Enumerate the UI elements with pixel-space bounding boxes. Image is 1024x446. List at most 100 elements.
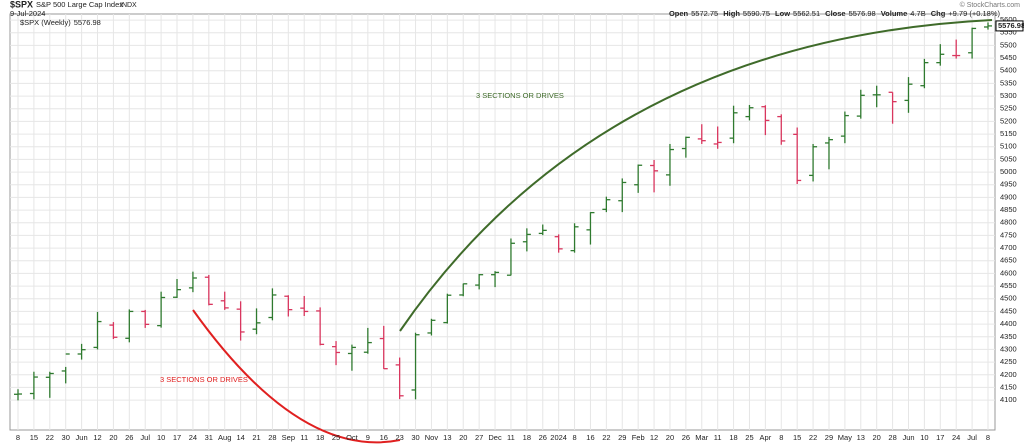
red-curve bbox=[192, 309, 401, 444]
plot-area bbox=[9, 13, 996, 431]
x-tick-label: 20 bbox=[109, 433, 117, 442]
x-tick-label: 24 bbox=[952, 433, 960, 442]
date: 9-Jul-2024 bbox=[10, 9, 45, 18]
x-tick-label: 11 bbox=[300, 433, 308, 442]
x-tick-label: 18 bbox=[316, 433, 324, 442]
x-tick-label: 16 bbox=[586, 433, 594, 442]
annotation: 3 SECTIONS OR DRIVES bbox=[160, 375, 248, 384]
y-tick-label: 5500 bbox=[1000, 40, 1017, 49]
y-tick-label: 4950 bbox=[1000, 180, 1017, 189]
quote-value: 5590.75 bbox=[743, 9, 770, 18]
y-tick-label: 5350 bbox=[1000, 78, 1017, 87]
chart-title: $SPX bbox=[10, 0, 33, 9]
x-tick-label: 20 bbox=[459, 433, 467, 442]
x-tick-label: Mar bbox=[695, 433, 708, 442]
y-tick-label: 4750 bbox=[1000, 230, 1017, 239]
x-tick-label: Jun bbox=[902, 433, 914, 442]
y-tick-label: 4400 bbox=[1000, 319, 1017, 328]
x-tick-label: 20 bbox=[873, 433, 881, 442]
quote-label: High bbox=[723, 9, 740, 18]
x-tick-label: 27 bbox=[475, 433, 483, 442]
x-tick-label: Sep bbox=[282, 433, 295, 442]
x-tick-label: 31 bbox=[205, 433, 213, 442]
x-tick-label: 22 bbox=[809, 433, 817, 442]
y-tick-label: 5550 bbox=[1000, 28, 1017, 37]
x-tick-label: Aug bbox=[218, 433, 231, 442]
quote-value: +9.79 (+0.18%) bbox=[948, 9, 1000, 18]
x-tick-label: 26 bbox=[539, 433, 547, 442]
quote-line: Open 5572.75 High 5590.75 Low 5562.51 Close 557… bbox=[669, 9, 1001, 18]
x-tick-label: 22 bbox=[46, 433, 54, 442]
exchange: INDX bbox=[120, 2, 137, 9]
y-tick-label: 5100 bbox=[1000, 142, 1017, 151]
x-tick-label: Jul bbox=[967, 433, 977, 442]
x-tick-label: 30 bbox=[411, 433, 419, 442]
y-tick-label: 5000 bbox=[1000, 167, 1017, 176]
quote-value: 5576.98 bbox=[849, 9, 876, 18]
quote-value: 5572.75 bbox=[691, 9, 718, 18]
x-tick-label: 18 bbox=[523, 433, 531, 442]
x-tick-label: 28 bbox=[888, 433, 896, 442]
quote-value: 4.7B bbox=[910, 9, 925, 18]
y-tick-label: 4200 bbox=[1000, 370, 1017, 379]
x-tick-label: 23 bbox=[395, 433, 403, 442]
x-tick-label: 24 bbox=[189, 433, 197, 442]
x-tick-label: 15 bbox=[793, 433, 801, 442]
y-tick-label: 5150 bbox=[1000, 129, 1017, 138]
x-tick-label: 10 bbox=[157, 433, 165, 442]
x-tick-label: 13 bbox=[857, 433, 865, 442]
y-tick-label: 4650 bbox=[1000, 256, 1017, 265]
y-tick-label: 5450 bbox=[1000, 53, 1017, 62]
x-tick-label: 21 bbox=[252, 433, 260, 442]
y-tick-label: 5250 bbox=[1000, 104, 1017, 113]
quote-label: Volume bbox=[881, 9, 908, 18]
y-tick-label: 4250 bbox=[1000, 357, 1017, 366]
x-tick-label: Feb bbox=[632, 433, 645, 442]
x-tick-label: 15 bbox=[30, 433, 38, 442]
x-tick-label: 17 bbox=[173, 433, 181, 442]
price-label: 5576.98 bbox=[998, 21, 1024, 30]
x-tick-label: 26 bbox=[125, 433, 133, 442]
quote-value: 5562.51 bbox=[793, 9, 820, 18]
x-tick-label: Jul bbox=[140, 433, 150, 442]
y-tick-label: 4500 bbox=[1000, 294, 1017, 303]
y-tick-label: 4450 bbox=[1000, 306, 1017, 315]
x-tick-label: Apr bbox=[760, 433, 772, 442]
x-tick-label: 30 bbox=[62, 433, 70, 442]
y-tick-label: 5200 bbox=[1000, 116, 1017, 125]
x-tick-label: Jun bbox=[76, 433, 88, 442]
x-tick-label: 12 bbox=[650, 433, 658, 442]
x-tick-label: 8 bbox=[16, 433, 20, 442]
x-tick-label: 12 bbox=[93, 433, 101, 442]
legend-entry: $SPX (Weekly) 5576.98 bbox=[20, 18, 101, 27]
x-tick-label: 20 bbox=[666, 433, 674, 442]
x-tick-label: 8 bbox=[779, 433, 783, 442]
quote-label: Chg bbox=[931, 9, 946, 18]
y-tick-label: 5050 bbox=[1000, 154, 1017, 163]
y-tick-label: 4350 bbox=[1000, 332, 1017, 341]
y-tick-label: 5600 bbox=[1000, 15, 1017, 24]
x-tick-label: 2024 bbox=[550, 433, 567, 442]
quote-label: Close bbox=[825, 9, 845, 18]
x-tick-label: 8 bbox=[572, 433, 576, 442]
grid bbox=[10, 14, 995, 430]
y-tick-label: 4850 bbox=[1000, 205, 1017, 214]
y-tick-label: 4300 bbox=[1000, 344, 1017, 353]
x-tick-label: 9 bbox=[366, 433, 370, 442]
legend-value: 5576.98 bbox=[74, 18, 101, 27]
y-tick-label: 4600 bbox=[1000, 268, 1017, 277]
y-tick-label: 4550 bbox=[1000, 281, 1017, 290]
y-tick-label: 5400 bbox=[1000, 66, 1017, 75]
quote: Open 5572.75 High 5590.75 Low 5562.51 Close 557… bbox=[669, 9, 1001, 18]
x-tick-label: 29 bbox=[618, 433, 626, 442]
y-tick-label: 4800 bbox=[1000, 218, 1017, 227]
x-tick-label: 25 bbox=[745, 433, 753, 442]
quote-label: Open bbox=[669, 9, 689, 18]
y-tick-label: 5300 bbox=[1000, 91, 1017, 100]
price-box bbox=[995, 20, 1024, 32]
x-tick-label: 18 bbox=[729, 433, 737, 442]
x-tick-label: 29 bbox=[825, 433, 833, 442]
y-tick-label: 4900 bbox=[1000, 192, 1017, 201]
x-tick-label: 16 bbox=[380, 433, 388, 442]
x-tick-label: Oct bbox=[346, 433, 359, 442]
